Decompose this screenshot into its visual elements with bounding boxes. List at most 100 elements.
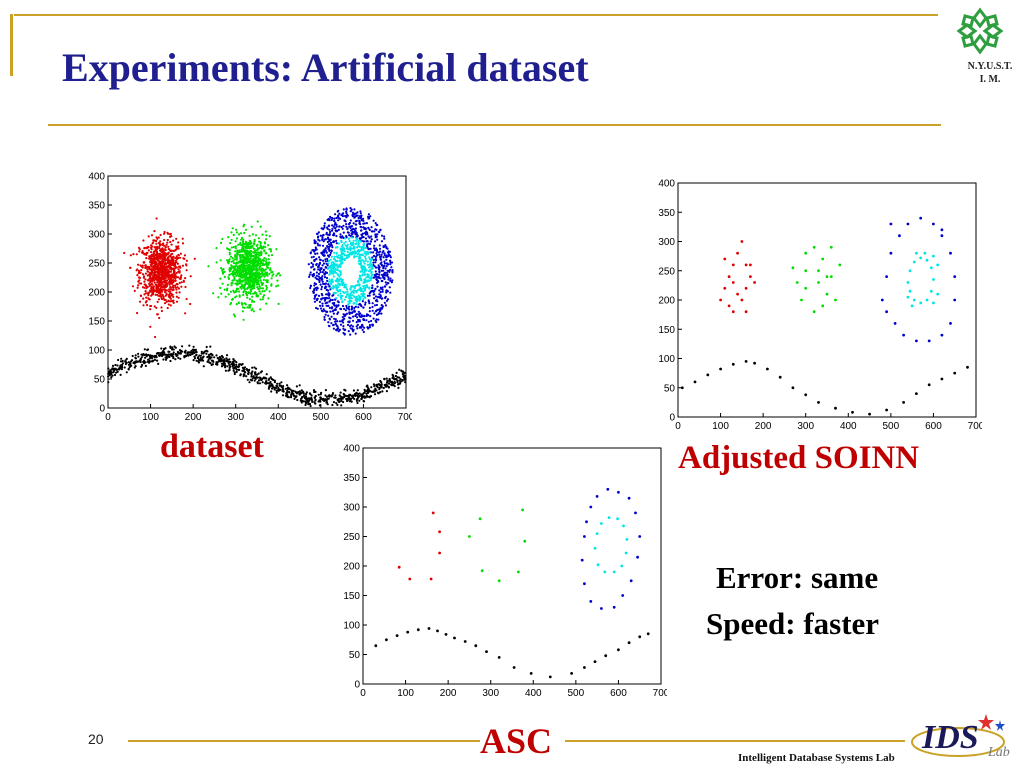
y-tick-label: 400: [88, 172, 105, 183]
scatter-point: [171, 354, 174, 357]
scatter-point: [167, 247, 170, 251]
scatter-point: [252, 260, 255, 263]
x-tick-label: 700: [968, 421, 982, 432]
scatter-point: [325, 276, 329, 280]
scatter-point: [322, 250, 325, 253]
scatter-point: [170, 278, 173, 281]
scatter-point: [332, 240, 335, 243]
scatter-point: [345, 288, 349, 291]
scatter-point: [317, 268, 320, 271]
scatter-point: [326, 403, 329, 406]
scatter-point: [902, 401, 905, 404]
scatter-point: [252, 277, 255, 280]
scatter-point: [719, 367, 722, 371]
scatter-point: [403, 371, 406, 374]
scatter-point: [321, 234, 324, 237]
scatter-point: [169, 275, 172, 278]
scatter-point: [277, 284, 280, 287]
scatter-point: [290, 394, 293, 397]
scatter-point: [324, 297, 327, 300]
scatter-point: [353, 310, 356, 313]
scatter-point: [354, 223, 357, 226]
scatter-point: [243, 267, 246, 270]
scatter-point: [167, 290, 170, 293]
scatter-point: [380, 234, 384, 237]
scatter-point: [380, 279, 383, 283]
scatter-point: [940, 228, 944, 232]
scatter-point: [330, 395, 333, 398]
scatter-point: [174, 277, 177, 280]
scatter-point: [127, 363, 130, 366]
scatter-point: [185, 354, 188, 357]
scatter-point: [332, 234, 335, 237]
scatter-point: [523, 539, 527, 543]
scatter-point: [372, 251, 375, 254]
scatter-point: [368, 286, 371, 289]
scatter-point: [319, 400, 322, 403]
asc-plot-svg: 0 100 200 300 400 500 600 700050100150200250300…: [343, 444, 667, 700]
scatter-point: [356, 389, 359, 392]
scatter-point: [226, 283, 229, 286]
scatter-point: [279, 274, 282, 277]
scatter-point: [353, 247, 356, 250]
scatter-point: [360, 234, 363, 237]
scatter-point: [165, 253, 168, 256]
y-tick-label: 300: [88, 230, 105, 241]
scatter-point: [273, 381, 276, 384]
scatter-point: [145, 253, 148, 256]
scatter-point: [228, 366, 231, 369]
scatter-point: [164, 294, 167, 297]
scatter-point: [117, 358, 120, 362]
scatter-point: [185, 264, 188, 267]
scatter-point: [370, 275, 373, 278]
scatter-point: [349, 210, 352, 213]
scatter-point: [264, 246, 267, 249]
scatter-point: [358, 262, 361, 265]
scatter-point: [379, 291, 382, 294]
scatter-point: [241, 254, 244, 257]
scatter-point: [359, 225, 362, 228]
scatter-point: [349, 333, 352, 336]
scatter-point: [242, 293, 245, 296]
scatter-point: [114, 368, 117, 371]
scatter-point: [170, 257, 173, 260]
scatter-point: [168, 296, 171, 299]
scatter-point: [744, 310, 748, 314]
scatter-point: [341, 248, 344, 251]
scatter-point: [317, 294, 321, 297]
scatter-point: [262, 245, 265, 248]
scatter-point: [237, 365, 240, 369]
scatter-point: [265, 234, 268, 237]
scatter-point: [151, 242, 154, 245]
scatter-point: [241, 302, 244, 306]
scatter-point: [825, 292, 829, 296]
scatter-point: [252, 310, 255, 313]
scatter-point: [324, 285, 327, 288]
scatter-point: [334, 227, 337, 230]
scatter-point: [370, 390, 374, 393]
scatter-point: [170, 243, 173, 246]
x-tick-label: 200: [440, 688, 457, 699]
scatter-point: [351, 327, 354, 330]
scatter-point: [363, 255, 367, 258]
scatter-point: [267, 262, 270, 265]
scatter-point: [317, 231, 320, 234]
scatter-point: [358, 299, 361, 302]
scatter-point: [184, 312, 187, 315]
scatter-point: [326, 236, 330, 239]
scatter-point: [373, 244, 376, 247]
scatter-point: [226, 259, 229, 262]
scatter-point: [314, 295, 317, 298]
scatter-point: [119, 365, 122, 368]
scatter-point: [383, 260, 386, 263]
scatter-point: [353, 216, 356, 219]
scatter-point: [243, 243, 246, 246]
page-title: Experiments: Artificial dataset: [62, 45, 589, 90]
scatter-point: [368, 242, 372, 246]
scatter-point: [159, 354, 162, 357]
scatter-point: [331, 393, 334, 396]
scatter-point: [354, 284, 357, 288]
scatter-point: [236, 249, 239, 253]
scatter-point: [174, 284, 177, 287]
scatter-point: [366, 294, 369, 297]
